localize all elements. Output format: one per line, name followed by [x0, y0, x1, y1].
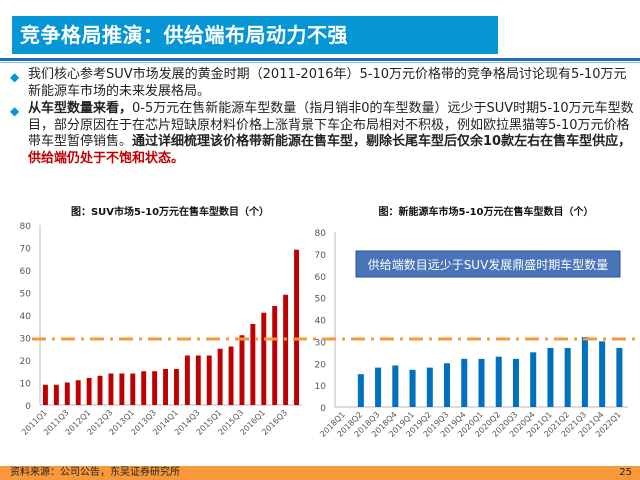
bar-2014Q3	[195, 355, 201, 405]
charts-area: 图：SUV市场5-10万元在售车型数目（个） 图：新能源车市场5-10万元在售车…	[20, 205, 636, 439]
annotation-text: 供给端数目远少于SUV发展鼎盛时期车型数量	[368, 257, 609, 272]
bar-2020Q4	[530, 352, 537, 407]
diamond-bullet-icon: ◆	[10, 104, 20, 118]
header-divider	[0, 58, 640, 61]
bar-2016Q4	[294, 249, 299, 405]
bar-2018Q4	[392, 365, 399, 407]
y-tick-label: 10	[20, 380, 32, 390]
footer: 资料来源：公司公告，东吴证券研究所 25	[0, 466, 640, 480]
bar-2019Q4	[461, 358, 468, 407]
y-tick-label: 0	[25, 402, 31, 412]
bar-2021Q3	[581, 337, 588, 407]
bar-2021Q4	[599, 341, 606, 407]
bar-2012Q4	[119, 373, 125, 405]
y-tick-label: 50	[20, 290, 32, 300]
bullet-text: 0-5万元在售新能源车型数量（指月销非0的车型数量）远少于SUV时期5-10万元…	[28, 101, 634, 149]
bar-2013Q3	[152, 371, 158, 405]
y-tick-label: 50	[315, 295, 327, 305]
bullet-2: ◆ 从车型数量来看，0-5万元在售新能源车型数量（指月销非0的车型数量）远少于S…	[6, 101, 634, 167]
y-tick-label: 80	[315, 229, 327, 239]
y-tick-label: 20	[20, 357, 32, 367]
bar-2014Q4	[206, 355, 212, 405]
bar-2021Q1	[547, 347, 554, 407]
bar-2011Q1	[43, 384, 48, 405]
bullet-bold-lead: 从车型数量来看，	[28, 101, 133, 116]
y-tick-label: 30	[315, 338, 327, 348]
y-tick-label: 60	[20, 267, 32, 277]
bar-2011Q4	[75, 380, 81, 405]
bar-2013Q4	[163, 369, 168, 405]
y-tick-label: 20	[315, 360, 327, 370]
bullet-1: ◆ 我们核心参考SUV市场发展的黄金时期（2011-2016年）5-10万元价格…	[6, 67, 634, 100]
bar-2013Q2	[141, 371, 147, 405]
bar-2011Q2	[53, 384, 59, 405]
bar-2018Q2	[357, 374, 364, 407]
bar-2022Q1	[616, 347, 623, 407]
diamond-bullet-icon: ◆	[10, 70, 20, 84]
y-tick-label: 10	[315, 382, 327, 392]
bar-2019Q1	[409, 369, 416, 407]
bar-2016Q2	[272, 306, 278, 405]
y-tick-label: 70	[20, 245, 32, 255]
bar-2019Q2	[426, 367, 433, 407]
bar-2012Q3	[108, 373, 114, 405]
bar-2020Q2	[495, 356, 502, 407]
y-tick-label: 70	[315, 251, 327, 261]
bar-2015Q4	[250, 324, 256, 405]
y-tick-label: 40	[315, 317, 327, 327]
bullet-text: 我们核心参考SUV市场发展的黄金时期（2011-2016年）5-10万元价格带的…	[28, 67, 627, 99]
bar-2020Q3	[512, 358, 519, 407]
bar-2012Q1	[86, 378, 92, 405]
bar-2016Q1	[261, 312, 267, 405]
bar-2014Q1	[174, 369, 179, 405]
bar-2021Q2	[564, 347, 571, 407]
y-tick-label: 60	[315, 273, 327, 283]
page-title: 竞争格局推演：供给端布局动力不强	[12, 16, 498, 54]
annotation-box	[355, 250, 621, 278]
bar-2013Q1	[130, 373, 136, 405]
chart-title-suv: 图：SUV市场5-10万元在售车型数目（个）	[71, 205, 269, 218]
bar-2019Q3	[444, 363, 451, 407]
source-note: 资料来源：公司公告，东吴证券研究所	[10, 467, 180, 478]
bar-2020Q1	[478, 358, 485, 407]
y-tick-label: 40	[20, 312, 32, 322]
bar-2016Q3	[283, 294, 289, 405]
y-tick-label: 0	[320, 404, 326, 414]
bar-2011Q3	[64, 382, 70, 405]
chart-title-nev: 图：新能源车市场5-10万元在售车型数目（个）	[378, 205, 593, 218]
page-number: 25	[619, 467, 632, 478]
bullet-bold-tail: 通过详细梳理该价格带新能源在售车型，剔除长尾车型后仅余10款左右在售车型供应，	[132, 134, 632, 149]
y-tick-label: 80	[20, 222, 32, 232]
bar-2018Q3	[375, 367, 382, 407]
bullet-red-tail: 供给端仍处于不饱和状态。	[28, 150, 185, 166]
bar-2015Q1	[217, 348, 223, 405]
bar-2015Q2	[228, 346, 234, 405]
bar-2014Q2	[184, 355, 190, 405]
bar-2012Q2	[97, 375, 103, 405]
bar-2015Q3	[239, 335, 245, 405]
header-divider-thin	[0, 62, 640, 63]
y-tick-label: 30	[20, 335, 32, 345]
